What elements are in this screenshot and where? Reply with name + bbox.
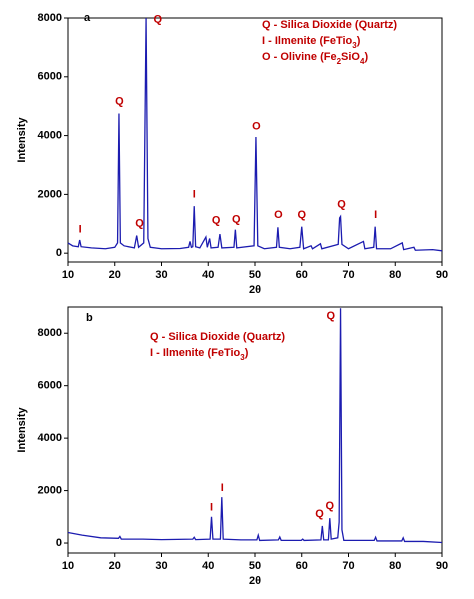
- peak-label: I: [221, 482, 224, 494]
- legend-text: I - Ilmenite (FeTio: [150, 347, 241, 359]
- x-tick-label: 90: [436, 560, 448, 572]
- plot-frame: [67, 306, 443, 554]
- legend-entry: Q - Silica Dioxide (Quartz): [150, 331, 285, 343]
- x-tick-label: 10: [62, 269, 74, 281]
- x-tick-label: 70: [342, 560, 354, 572]
- x-tick-label: 40: [202, 560, 214, 572]
- spectrum-line: [67, 308, 443, 544]
- legend-entry: O - Olivine (Fe2SiO4): [262, 51, 368, 66]
- x-tick-label: 20: [109, 269, 121, 281]
- peak-label: Q: [232, 213, 241, 225]
- y-tick-label: 6000: [38, 380, 62, 392]
- y-axis-label: Intensity: [16, 117, 28, 163]
- x-tick-label: 30: [155, 269, 167, 281]
- x-tick-label: 40: [202, 269, 214, 281]
- peak-label: Q: [115, 96, 124, 108]
- legend-text: Q - Silica Dioxide (Quartz): [150, 331, 285, 343]
- y-tick-label: 2000: [38, 188, 62, 200]
- legend-text: ): [245, 347, 249, 359]
- x-tick-label: 50: [249, 269, 261, 281]
- y-tick-label: 8000: [38, 12, 62, 24]
- legend-entry: Q - Silica Dioxide (Quartz): [262, 19, 397, 31]
- x-tick-label: 10: [62, 560, 74, 572]
- panel-label: a: [84, 12, 91, 24]
- peak-label: O: [252, 121, 261, 133]
- legend-text: SiO: [341, 51, 360, 63]
- y-tick-label: 0: [56, 537, 62, 549]
- peak-label: Q: [297, 209, 306, 221]
- y-tick-label: 2000: [38, 484, 62, 496]
- x-tick-label: 20: [109, 560, 121, 572]
- panel-label: b: [86, 312, 93, 324]
- x-axis-label: 2θ: [249, 284, 261, 296]
- peak-label: Q: [212, 215, 221, 227]
- x-tick-label: 60: [296, 269, 308, 281]
- legend-text: ): [357, 35, 361, 47]
- legend-text: ): [364, 51, 368, 63]
- spectrum-line: [67, 17, 443, 252]
- legend-text: 4: [360, 57, 365, 66]
- peak-label: Q: [326, 500, 335, 512]
- peak-label: Q: [326, 310, 335, 322]
- legend-text: 3: [240, 353, 245, 362]
- legend-text: O - Olivine (Fe: [262, 51, 337, 63]
- x-axis-label: 2θ: [249, 575, 261, 587]
- peak-label: Q: [135, 218, 144, 230]
- legend-entry: I - Ilmenite (FeTio3): [262, 35, 361, 50]
- y-axis-label: Intensity: [16, 407, 28, 453]
- peak-label: Q: [337, 199, 346, 211]
- peak-label: I: [374, 209, 377, 221]
- x-tick-label: 50: [249, 560, 261, 572]
- x-tick-label: 80: [389, 560, 401, 572]
- x-tick-label: 90: [436, 269, 448, 281]
- y-tick-label: 8000: [38, 327, 62, 339]
- panel: 0 2000 4000 6000 8000 10 20 30 40 50 60 70 80 90 2θ Int…: [16, 306, 448, 587]
- legend-text: Q - Silica Dioxide (Quartz): [262, 19, 397, 31]
- peak-label: Q: [153, 13, 162, 25]
- legend-text: I - Ilmenite (FeTio: [262, 35, 353, 47]
- panel: 0 2000 4000 6000 8000 10 20 30 40 50 60 70 80 90 2θ Int…: [16, 12, 448, 296]
- peak-label: I: [210, 502, 213, 514]
- y-tick-label: 4000: [38, 432, 62, 444]
- x-tick-label: 80: [389, 269, 401, 281]
- peak-label: I: [193, 188, 196, 200]
- y-tick-label: 6000: [38, 71, 62, 83]
- legend-text: 2: [337, 57, 342, 66]
- legend-entry: I - Ilmenite (FeTio3): [150, 347, 249, 362]
- x-tick-label: 70: [342, 269, 354, 281]
- peak-label: O: [274, 209, 283, 221]
- legend-text: 3: [352, 41, 357, 50]
- peak-label: Q: [315, 508, 324, 520]
- y-tick-label: 4000: [38, 129, 62, 141]
- x-tick-label: 60: [296, 560, 308, 572]
- x-tick-label: 30: [155, 560, 167, 572]
- y-tick-label: 0: [56, 247, 62, 259]
- peak-label: I: [79, 224, 82, 236]
